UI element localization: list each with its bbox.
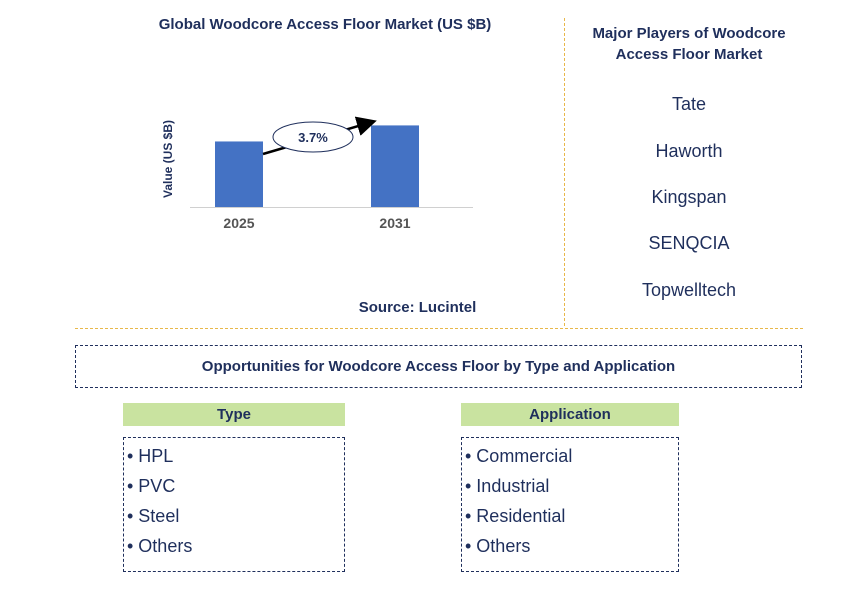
type-item: • PVC <box>127 476 176 496</box>
player-item: Haworth <box>655 141 723 161</box>
player-item: Kingspan <box>651 187 727 207</box>
cagr-ellipse <box>272 121 354 153</box>
application-item: • Residential <box>465 506 566 526</box>
players-title: Major Players of Woodcore Access Floor M… <box>592 25 786 63</box>
bar <box>371 125 419 207</box>
cagr-label: 3.7% <box>298 130 328 145</box>
player-item: Tate <box>671 94 707 114</box>
type-item: • HPL <box>127 446 174 466</box>
player-item: Topwelltech <box>641 280 737 300</box>
horizontal-divider <box>75 328 803 329</box>
x-tick-label: 2025 <box>223 215 254 231</box>
chart-title: Global Woodcore Access Floor Market (US … <box>158 16 492 33</box>
application-item: • Industrial <box>465 476 550 496</box>
application-list: • Commercial • Industrial • Residential … <box>461 437 679 572</box>
bar <box>215 141 263 207</box>
vertical-divider <box>564 18 565 326</box>
type-list: • HPL • PVC • Steel • Others <box>123 437 345 572</box>
source-label: Source: Lucintel <box>358 299 477 316</box>
type-item: • Steel <box>127 506 180 526</box>
application-heading: Application <box>461 403 679 426</box>
type-item: • Others <box>127 536 193 556</box>
type-heading: Type <box>123 403 345 426</box>
x-tick-label: 2031 <box>379 215 410 231</box>
player-item: SENQCIA <box>648 233 730 253</box>
application-item: • Commercial <box>465 446 573 466</box>
y-axis-label: Value (US $B) <box>161 120 175 198</box>
opportunities-title: Opportunities for Woodcore Access Floor … <box>75 345 802 388</box>
application-item: • Others <box>465 536 531 556</box>
bar-chart: Value (US $B) 2025 2031 3.7% <box>161 116 473 231</box>
